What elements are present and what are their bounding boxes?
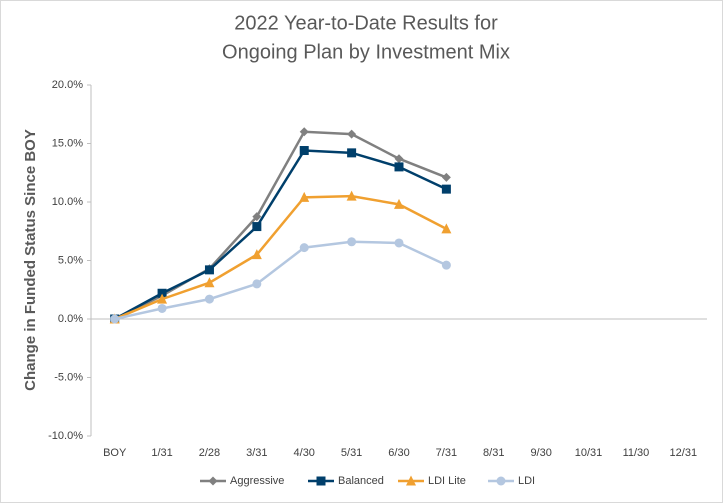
legend-item: LDI Lite xyxy=(398,475,466,487)
marker xyxy=(347,237,357,247)
marker xyxy=(110,314,120,324)
marker xyxy=(157,293,168,304)
marker xyxy=(441,260,451,270)
x-tick-label: 10/31 xyxy=(575,447,603,459)
x-tick-label: 7/31 xyxy=(436,447,457,459)
marker xyxy=(252,212,262,222)
y-tick-label: -5.0% xyxy=(54,371,83,383)
legend-item: LDI xyxy=(488,475,535,487)
marker xyxy=(157,303,167,313)
marker xyxy=(346,190,357,201)
marker xyxy=(496,476,506,486)
chart-title: Ongoing Plan by Investment Mix xyxy=(222,41,510,63)
marker xyxy=(299,191,310,202)
x-tick-label: 3/31 xyxy=(246,447,267,459)
x-tick-label: 4/30 xyxy=(294,447,315,459)
y-tick-label: 5.0% xyxy=(58,254,83,266)
marker xyxy=(208,476,218,486)
x-tick-label: 5/31 xyxy=(341,447,362,459)
x-tick-label: 9/30 xyxy=(530,447,551,459)
series-line xyxy=(114,149,447,321)
marker xyxy=(204,294,214,304)
y-tick-label: 20.0% xyxy=(52,79,83,91)
legend-label: Aggressive xyxy=(230,475,284,487)
legend-item: Aggressive xyxy=(200,475,284,487)
marker xyxy=(299,127,309,137)
marker xyxy=(394,162,404,172)
x-tick-label: 2/28 xyxy=(199,447,220,459)
legend-label: Balanced xyxy=(338,475,384,487)
y-tick-label: -10.0% xyxy=(48,430,83,442)
marker xyxy=(347,129,357,139)
marker xyxy=(299,146,309,156)
marker xyxy=(252,279,262,289)
y-axis-label: Change in Funded Status Since BOY xyxy=(22,129,39,391)
marker xyxy=(316,476,326,486)
series-line xyxy=(114,194,447,321)
chart-title: 2022 Year-to-Date Results for xyxy=(234,12,498,34)
y-tick-label: 10.0% xyxy=(52,196,83,208)
y-tick-label: 15.0% xyxy=(52,137,83,149)
marker xyxy=(157,288,167,298)
x-tick-label: 8/31 xyxy=(483,447,504,459)
marker xyxy=(252,222,262,232)
x-tick-label: 11/30 xyxy=(623,447,650,459)
series-line xyxy=(114,130,447,321)
series-line xyxy=(114,240,447,321)
x-tick-label: 12/31 xyxy=(670,447,698,459)
marker xyxy=(251,249,262,260)
marker xyxy=(204,277,215,288)
marker xyxy=(394,198,404,209)
marker xyxy=(441,184,451,194)
marker xyxy=(406,475,416,486)
marker xyxy=(394,238,404,248)
marker xyxy=(299,243,309,253)
legend-item: Balanced xyxy=(308,475,384,487)
marker xyxy=(441,223,452,234)
x-tick-label: BOY xyxy=(103,447,127,459)
marker xyxy=(347,148,357,158)
marker xyxy=(394,154,404,164)
y-tick-label: 0.0% xyxy=(58,313,83,325)
x-tick-label: 1/31 xyxy=(151,447,172,459)
legend-label: LDI xyxy=(518,475,535,487)
marker xyxy=(204,265,214,275)
marker xyxy=(441,172,451,182)
x-tick-label: 6/30 xyxy=(388,447,409,459)
legend-label: LDI Lite xyxy=(428,475,466,487)
